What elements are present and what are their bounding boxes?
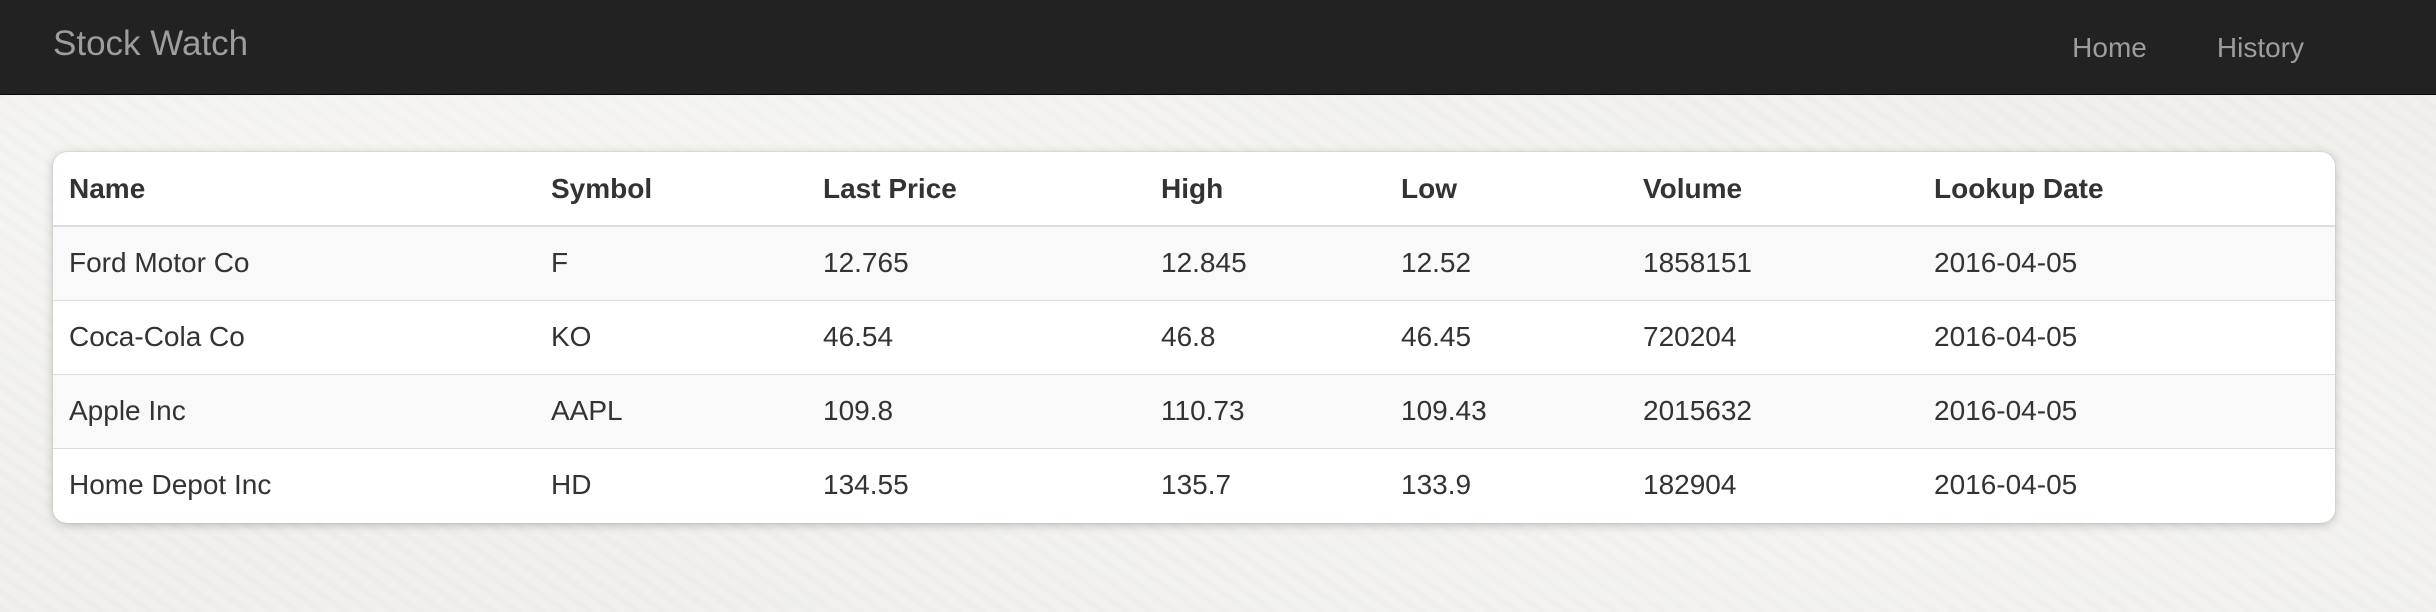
cell-name: Apple Inc [53, 373, 535, 448]
table-header-row: Name Symbol Last Price High Low Volume L… [53, 152, 2335, 227]
cell-last-price: 109.8 [807, 373, 1145, 448]
header-name: Name [53, 152, 535, 227]
table-row: Coca-Cola Co KO 46.54 46.8 46.45 720204 … [53, 299, 2335, 374]
header-low: Low [1385, 152, 1627, 227]
header-lookup-date: Lookup Date [1918, 152, 2335, 227]
nav-links: Home History [2002, 0, 2304, 95]
cell-high: 46.8 [1145, 299, 1385, 374]
cell-volume: 720204 [1627, 299, 1918, 374]
table-row: Apple Inc AAPL 109.8 110.73 109.43 20156… [53, 373, 2335, 448]
stock-table-card: Name Symbol Last Price High Low Volume L… [53, 152, 2335, 523]
cell-last-price: 12.765 [807, 225, 1145, 300]
cell-name: Ford Motor Co [53, 225, 535, 300]
cell-last-price: 46.54 [807, 299, 1145, 374]
cell-last-price: 134.55 [807, 447, 1145, 522]
cell-lookup-date: 2016-04-05 [1918, 447, 2335, 522]
cell-high: 12.845 [1145, 225, 1385, 300]
header-high: High [1145, 152, 1385, 227]
cell-volume: 1858151 [1627, 225, 1918, 300]
top-navbar: Stock Watch Home History [0, 0, 2436, 95]
cell-lookup-date: 2016-04-05 [1918, 299, 2335, 374]
cell-low: 133.9 [1385, 447, 1627, 522]
nav-link-home[interactable]: Home [2072, 31, 2147, 63]
cell-name: Coca-Cola Co [53, 299, 535, 374]
cell-low: 109.43 [1385, 373, 1627, 448]
table-row: Ford Motor Co F 12.765 12.845 12.52 1858… [53, 225, 2335, 300]
cell-symbol: AAPL [535, 373, 807, 448]
cell-high: 135.7 [1145, 447, 1385, 522]
cell-symbol: F [535, 225, 807, 300]
cell-low: 46.45 [1385, 299, 1627, 374]
cell-low: 12.52 [1385, 225, 1627, 300]
stock-table: Name Symbol Last Price High Low Volume L… [53, 152, 2335, 522]
cell-lookup-date: 2016-04-05 [1918, 225, 2335, 300]
cell-high: 110.73 [1145, 373, 1385, 448]
cell-symbol: HD [535, 447, 807, 522]
table-row: Home Depot Inc HD 134.55 135.7 133.9 182… [53, 447, 2335, 522]
header-volume: Volume [1627, 152, 1918, 227]
cell-lookup-date: 2016-04-05 [1918, 373, 2335, 448]
header-last-price: Last Price [807, 152, 1145, 227]
cell-volume: 182904 [1627, 447, 1918, 522]
header-symbol: Symbol [535, 152, 807, 227]
cell-symbol: KO [535, 299, 807, 374]
cell-name: Home Depot Inc [53, 447, 535, 522]
brand-logo-link[interactable]: Stock Watch [53, 24, 249, 63]
cell-volume: 2015632 [1627, 373, 1918, 448]
nav-link-history[interactable]: History [2216, 31, 2304, 63]
